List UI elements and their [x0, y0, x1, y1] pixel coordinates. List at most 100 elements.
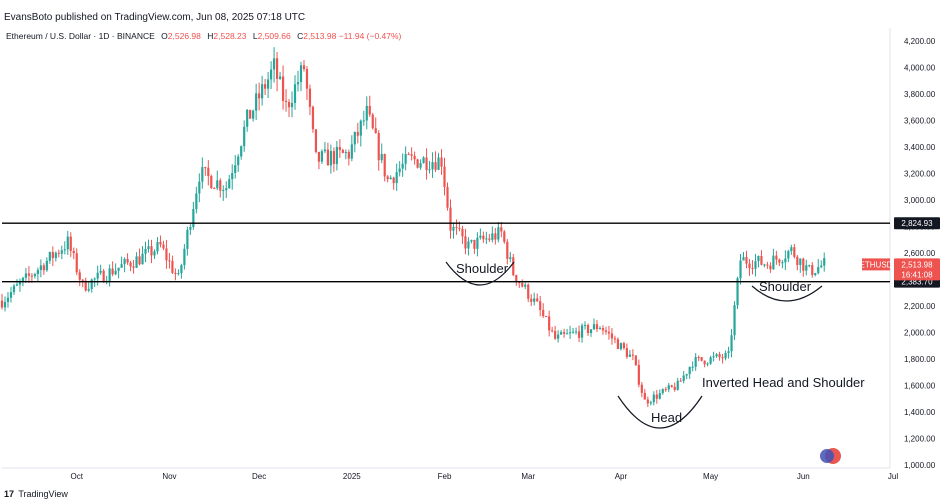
candle-body — [261, 84, 264, 99]
candle-body — [69, 236, 72, 251]
countdown-label: 16:41:08 — [901, 270, 933, 279]
candle-body — [39, 265, 42, 270]
candle-body — [437, 157, 440, 170]
y-tick-label: 2,200.00 — [904, 302, 936, 311]
candle-body — [410, 154, 413, 156]
candle-body — [135, 256, 138, 268]
candle-body — [485, 238, 488, 240]
candle-body — [243, 126, 246, 147]
symbol-badge-label: ETHUSD — [860, 260, 893, 269]
candle-body — [18, 282, 22, 285]
candle-body — [210, 176, 213, 189]
candle-body — [709, 357, 712, 364]
candle-body — [670, 385, 673, 387]
candle-body — [769, 265, 772, 270]
annotation-head: Head — [651, 410, 682, 425]
candle-body — [557, 334, 560, 339]
candle-body — [12, 285, 16, 293]
candle-body — [320, 151, 324, 162]
y-tick-label: 3,000.00 — [904, 196, 936, 205]
candle-body — [350, 144, 353, 159]
candle-body — [682, 375, 685, 381]
candle-body — [718, 354, 721, 358]
candle-body — [661, 389, 664, 394]
candle-body — [745, 257, 748, 264]
candle-body — [703, 360, 706, 365]
candle-body — [371, 114, 374, 129]
candle-body — [317, 151, 321, 162]
candle-body — [93, 278, 96, 280]
level-price-label: 2,824.93 — [901, 219, 933, 228]
candle-body — [377, 133, 380, 161]
candle-body — [512, 257, 515, 276]
candle-body — [760, 255, 763, 265]
candle-body — [162, 244, 165, 249]
candle-body — [592, 324, 596, 330]
right-shoulder-curve — [751, 285, 823, 302]
candle-body — [715, 354, 718, 357]
candle-body — [533, 298, 536, 302]
candle-body — [778, 259, 781, 263]
high-label: H — [207, 31, 214, 41]
candle-body — [129, 262, 132, 267]
candle-body — [213, 188, 216, 190]
candle-body — [189, 227, 192, 230]
candle-body — [299, 65, 303, 83]
publisher-line: EvansBoto published on TradingView.com, … — [4, 12, 306, 23]
candle-body — [422, 157, 425, 164]
candle-body — [290, 102, 294, 108]
candle-body — [766, 264, 769, 266]
x-tick-label: May — [703, 472, 718, 481]
candle-body — [667, 385, 670, 390]
candle-body — [24, 273, 28, 278]
candle-body — [494, 233, 497, 240]
candle-body — [42, 265, 45, 271]
candle-body — [284, 100, 288, 102]
candle-body — [652, 394, 655, 403]
candle-body — [264, 84, 267, 89]
x-tick-label: Oct — [71, 472, 84, 481]
candle-body — [335, 146, 338, 165]
candle-body — [470, 239, 473, 242]
candle-body — [138, 256, 141, 265]
candle-body — [78, 272, 81, 280]
candle-body — [281, 76, 285, 101]
candle-body — [380, 153, 383, 161]
candle-body — [775, 255, 778, 260]
candle-body — [368, 105, 371, 115]
candle-body — [607, 331, 611, 334]
candle-body — [326, 149, 330, 166]
low-label: L — [252, 31, 258, 41]
last-price-badge — [894, 258, 940, 281]
high-value: 2,528.23 — [213, 31, 247, 41]
candle-body — [123, 258, 126, 265]
candle-body — [814, 273, 817, 276]
candle-body — [338, 146, 341, 150]
candle-body — [721, 357, 724, 359]
candle-body — [697, 357, 700, 359]
candle-body — [359, 120, 362, 136]
head-curve — [617, 395, 703, 429]
candle-body — [81, 279, 84, 281]
candle-body — [36, 269, 39, 275]
y-tick-label: 1,000.00 — [904, 461, 936, 470]
candle-body — [249, 109, 252, 119]
candle-body — [664, 389, 667, 391]
candle-body — [314, 129, 318, 152]
candle-body — [192, 209, 195, 228]
candle-body — [180, 265, 183, 274]
candle-body — [598, 328, 602, 330]
candle-body — [347, 151, 350, 159]
candle-body — [805, 265, 808, 271]
candle-body — [156, 241, 159, 252]
candle-body — [87, 288, 90, 291]
candle-body — [407, 154, 410, 156]
candle-body — [548, 316, 551, 331]
candle-body — [694, 357, 697, 367]
candle-body — [434, 162, 437, 170]
candle-body — [234, 165, 237, 174]
candle-body — [195, 193, 198, 210]
candle-body — [509, 257, 512, 259]
candle-body — [790, 247, 793, 252]
